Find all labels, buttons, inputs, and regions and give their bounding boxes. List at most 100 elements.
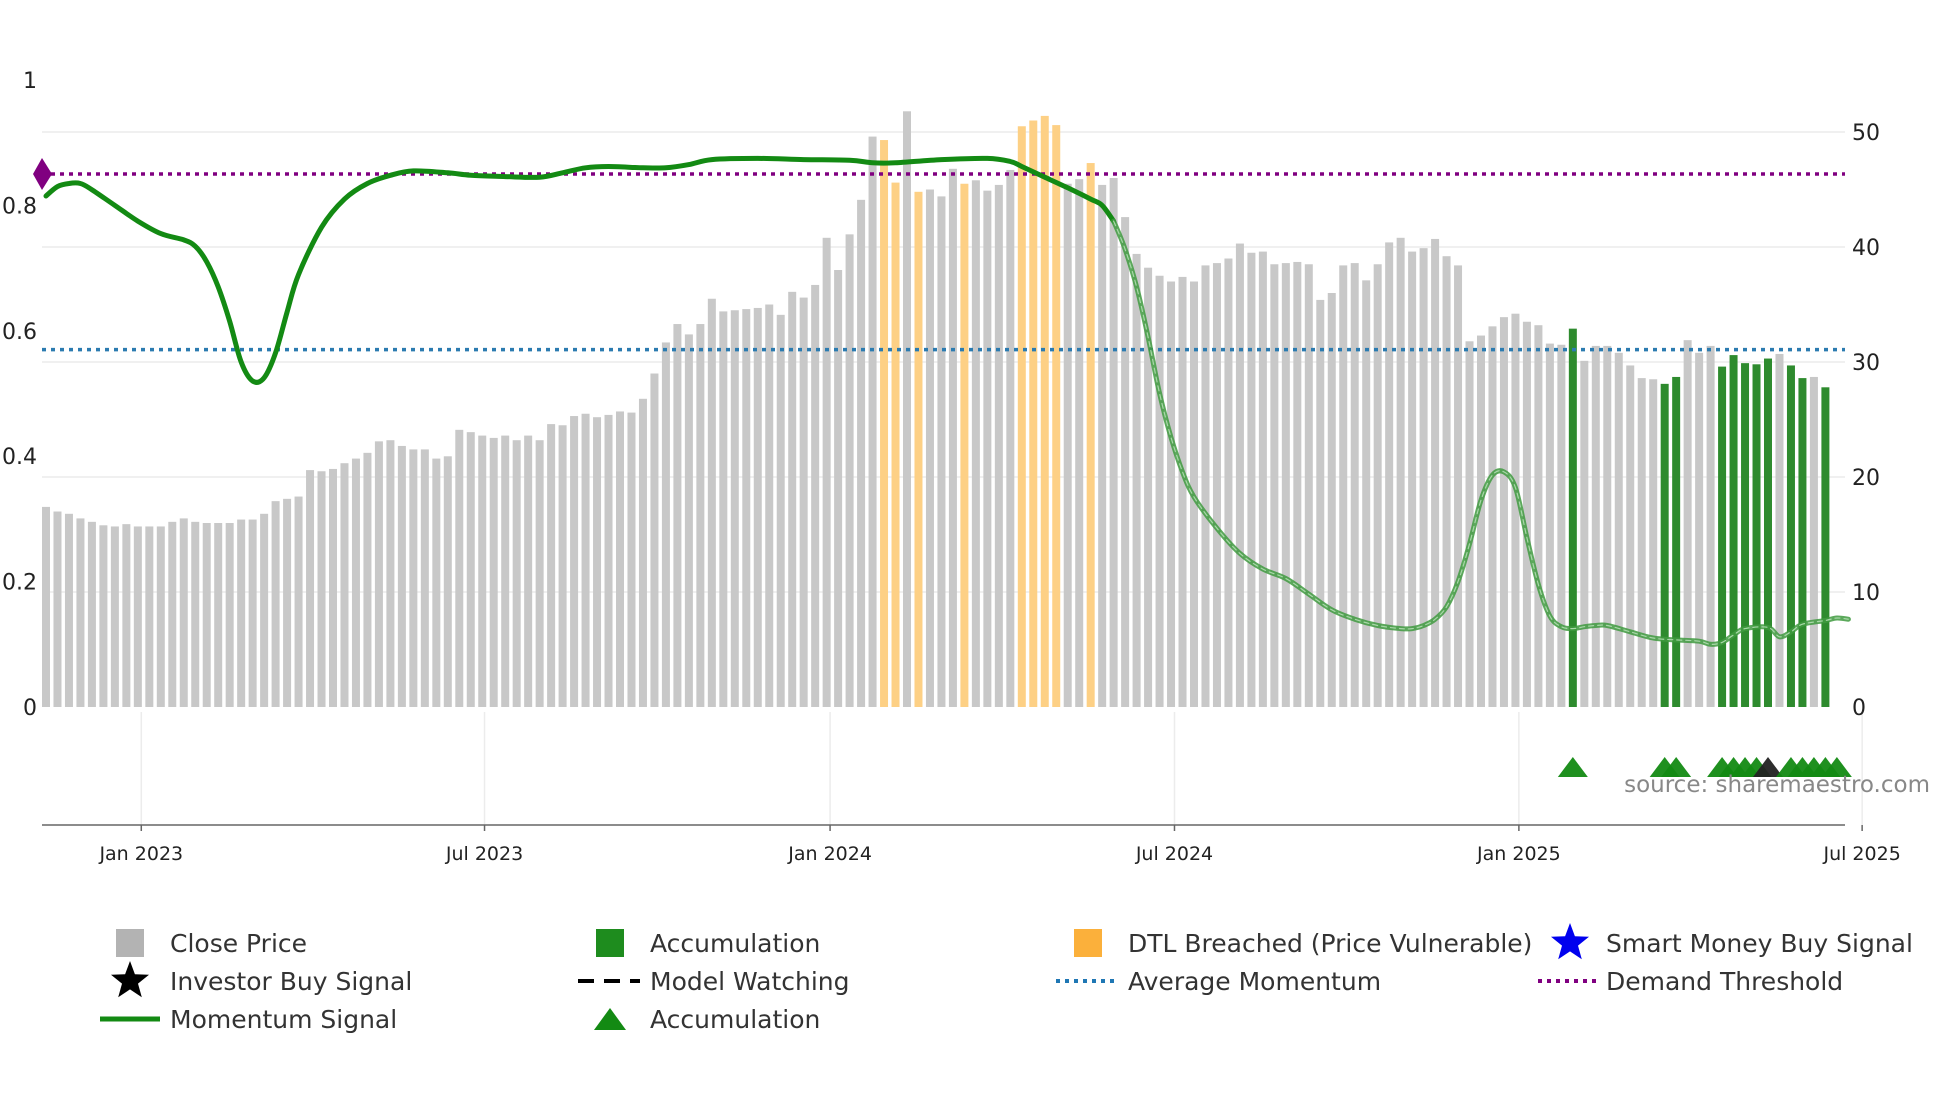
close-price-bar <box>1408 251 1417 707</box>
close-price-bar <box>1419 248 1428 707</box>
legend-label: Accumulation <box>650 929 820 958</box>
close-price-bar <box>294 496 303 707</box>
legend-label: Accumulation <box>650 1005 820 1034</box>
close-price-bar <box>420 449 429 707</box>
close-price-bar <box>1144 267 1153 707</box>
close-price-bar <box>1488 326 1497 707</box>
x-tick-label: Jan 2023 <box>98 843 183 865</box>
legend-item: Momentum Signal <box>100 1005 397 1034</box>
close-price-bar <box>306 470 315 707</box>
close-price-bar <box>765 304 774 707</box>
close-price-bar <box>1442 256 1451 707</box>
close-price-bar <box>1132 253 1141 707</box>
close-price-bar <box>1212 263 1221 707</box>
close-price-bar <box>707 298 716 707</box>
accumulation-marker <box>1821 757 1852 777</box>
y-left-tick-label: 0.6 <box>2 320 37 345</box>
close-price-bar <box>627 412 636 707</box>
dtl-bar <box>880 140 889 708</box>
close-price-bar <box>1454 265 1463 707</box>
close-price-bar <box>443 456 452 707</box>
accumulation-bar <box>1752 364 1761 707</box>
close-price-bar <box>409 449 418 707</box>
close-price-bar <box>432 458 441 707</box>
close-price-bar <box>788 291 797 707</box>
legend-item: DTL Breached (Price Vulnerable) <box>1074 929 1532 958</box>
accumulation-bar <box>1660 383 1669 707</box>
close-price-bar <box>581 413 590 707</box>
source-label: source: sharemaestro.com <box>1624 772 1930 798</box>
close-price-bar <box>524 435 533 707</box>
close-price-bar <box>1511 313 1520 707</box>
close-price-bar <box>1201 265 1210 707</box>
dtl-bar <box>1029 120 1038 707</box>
legend-star-icon <box>1551 923 1589 960</box>
close-price-bar <box>799 297 808 707</box>
legend-item: Accumulation <box>596 929 820 958</box>
close-price-bar <box>822 237 831 708</box>
close-price-bar <box>1098 184 1107 707</box>
legend-square-icon <box>596 929 624 957</box>
close-price-bar <box>1580 360 1589 707</box>
close-price-bar <box>650 373 659 707</box>
close-price-bar <box>1683 340 1692 707</box>
legend-item: Model Watching <box>578 967 850 996</box>
close-price-bar <box>994 184 1003 707</box>
close-price-bar <box>1006 169 1015 707</box>
close-price-bar <box>225 523 234 707</box>
close-price-bar <box>1545 343 1554 707</box>
close-price-bar <box>76 518 85 707</box>
legend: Close Price Accumulation DTL Breached (Pri… <box>100 923 1913 1034</box>
close-price-bar <box>1075 179 1084 707</box>
legend-label: Momentum Signal <box>170 1005 397 1034</box>
close-price-bar <box>1167 281 1176 707</box>
close-price-bar <box>1293 261 1302 707</box>
close-price-bar <box>1534 325 1543 707</box>
close-price-bar <box>616 411 624 707</box>
y-left-tick-label: 0.8 <box>2 194 37 219</box>
close-price-bar <box>661 342 670 707</box>
close-price-bar <box>501 435 510 707</box>
close-price-bar <box>1235 243 1244 708</box>
close-price-bar <box>925 189 934 707</box>
dtl-bar <box>1086 163 1095 708</box>
x-tick-label: Jul 2025 <box>1822 843 1900 865</box>
close-price-bar <box>1304 264 1313 707</box>
close-price-bar <box>1614 352 1623 707</box>
close-price-bar <box>1603 345 1612 707</box>
close-price-bar <box>1557 344 1566 707</box>
close-price-bar <box>363 452 372 707</box>
close-price-bar <box>1063 183 1072 707</box>
close-price-bar <box>283 498 292 707</box>
close-price-bar <box>455 429 464 707</box>
accumulation-bar <box>1798 378 1807 707</box>
dtl-bar <box>891 182 900 708</box>
y-right-tick-label: 40 <box>1852 236 1880 261</box>
close-price-bar <box>673 324 682 707</box>
close-price-bar <box>133 526 142 707</box>
close-price-bar <box>110 526 119 707</box>
close-price-bar <box>1178 276 1187 707</box>
close-price-bar <box>87 521 96 707</box>
close-price-bar <box>811 284 820 707</box>
close-price-bar <box>1396 237 1405 708</box>
close-price-bar <box>535 440 544 707</box>
legend-label: Close Price <box>170 929 307 958</box>
accumulation-bar <box>1764 358 1772 707</box>
close-price-bar <box>42 506 50 707</box>
close-price-bar <box>99 525 108 707</box>
close-price-bar <box>156 526 165 707</box>
close-price-bar <box>1155 275 1164 707</box>
close-price-bar <box>168 521 177 707</box>
close-price-bar <box>1431 238 1440 707</box>
dtl-bar <box>960 183 969 707</box>
close-price-bar <box>868 136 877 708</box>
accumulation-marker <box>1661 757 1692 777</box>
close-price-bar <box>753 307 762 707</box>
y-left-tick-label: 0.4 <box>2 445 37 470</box>
close-price-bar <box>478 435 487 707</box>
close-price-bar <box>1109 178 1118 707</box>
close-price-bar <box>489 437 498 707</box>
close-price-bar <box>971 180 980 708</box>
close-price-bar <box>1637 378 1646 707</box>
